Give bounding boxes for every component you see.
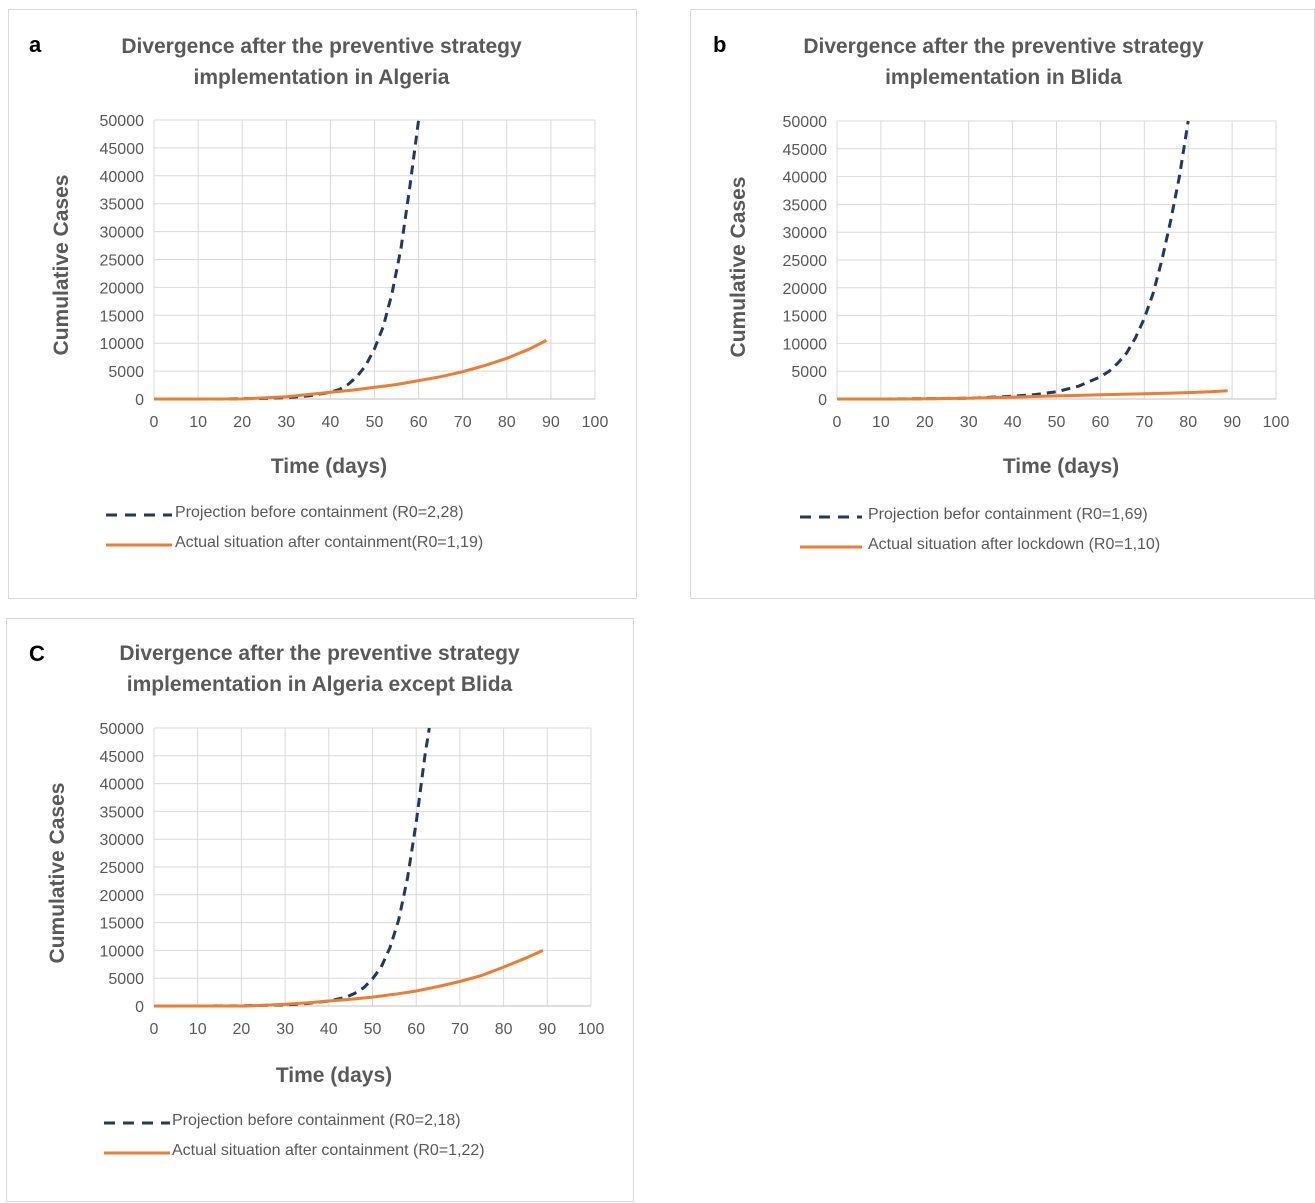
y-tick-label-b: 40000 bbox=[783, 170, 828, 187]
actual-series-line-b bbox=[837, 389, 1228, 401]
y-tick-label-b: 50000 bbox=[783, 114, 828, 131]
x-tick-label-c: 10 bbox=[189, 1021, 207, 1038]
chart-title-b: Divergence after the preventive strategy… bbox=[731, 31, 1276, 93]
x-axis-label-b: Time (days) bbox=[1002, 455, 1120, 478]
legend-label-b-projection: Projection befor containment (R0=1,69) bbox=[868, 506, 1148, 523]
y-tick-label-b: 35000 bbox=[783, 197, 828, 214]
y-tick-label-a: 30000 bbox=[100, 225, 145, 242]
x-tick-label-b: 90 bbox=[1223, 414, 1241, 431]
x-tick-label-a: 70 bbox=[454, 414, 472, 431]
x-tick-label-b: 80 bbox=[1179, 414, 1197, 431]
y-tick-label-b: 5000 bbox=[791, 364, 827, 381]
projection-series-line-c bbox=[154, 727, 431, 1008]
y-tick-label-b: 20000 bbox=[783, 281, 828, 298]
x-tick-label-c: 90 bbox=[538, 1021, 556, 1038]
y-tick-label-a: 10000 bbox=[100, 336, 145, 353]
x-tick-label-b: 30 bbox=[960, 414, 978, 431]
y-tick-label-a: 45000 bbox=[100, 141, 145, 158]
legend-label-c-actual: Actual situation after containment (R0=1… bbox=[172, 1142, 485, 1159]
x-tick-label-c: 50 bbox=[364, 1021, 382, 1038]
x-tick-label-c: 30 bbox=[276, 1021, 294, 1038]
legend-label-a-projection: Projection before containment (R0=2,28) bbox=[175, 504, 464, 521]
actual-series-line-c bbox=[154, 949, 544, 1008]
x-tick-label-a: 60 bbox=[410, 414, 428, 431]
y-tick-label-b: 25000 bbox=[783, 253, 828, 270]
x-tick-label-c: 70 bbox=[451, 1021, 469, 1038]
legend-label-c-projection: Projection before containment (R0=2,18) bbox=[172, 1112, 461, 1129]
x-tick-label-c: 80 bbox=[495, 1021, 513, 1038]
x-tick-label-c: 0 bbox=[150, 1021, 159, 1038]
y-tick-label-a: 20000 bbox=[100, 280, 145, 297]
chart-title-a: Divergence after the preventive strategy… bbox=[49, 31, 594, 93]
chart-title-b-line1: Divergence after the preventive strategy bbox=[803, 35, 1204, 58]
y-tick-label-c: 40000 bbox=[100, 777, 145, 794]
x-tick-label-a: 100 bbox=[582, 414, 609, 431]
x-tick-label-b: 70 bbox=[1135, 414, 1153, 431]
actual-series-line-a bbox=[154, 339, 548, 401]
y-tick-label-b: 0 bbox=[818, 392, 827, 409]
chart-title-a-line2: implementation in Algeria bbox=[193, 66, 450, 89]
x-tick-label-b: 0 bbox=[833, 414, 842, 431]
x-tick-label-a: 50 bbox=[366, 414, 384, 431]
line-chart-b: 0 10 20 30 40 50 60 70 80 90 100 0 5000 10000 15000 200… bbox=[783, 114, 1290, 549]
x-tick-label-c: 40 bbox=[320, 1021, 338, 1038]
x-tick-label-a: 30 bbox=[277, 414, 295, 431]
chart-panel-c: C Divergence after the preventive strate… bbox=[6, 618, 634, 1202]
chart-title-c: Divergence after the preventive strategy… bbox=[47, 638, 592, 700]
y-tick-label-a: 50000 bbox=[100, 113, 145, 130]
panel-label-b: b bbox=[713, 32, 727, 57]
y-tick-label-b: 45000 bbox=[783, 142, 828, 159]
x-tick-label-b: 50 bbox=[1048, 414, 1066, 431]
y-tick-label-a: 25000 bbox=[100, 253, 145, 270]
y-tick-label-c: 0 bbox=[135, 999, 144, 1016]
line-chart-c: 0 10 20 30 40 50 60 70 80 90 100 0 5000 10000 15000 200… bbox=[100, 721, 605, 1155]
y-tick-label-c: 50000 bbox=[100, 721, 145, 738]
legend-label-a-actual: Actual situation after containment(R0=1,… bbox=[175, 534, 484, 551]
y-tick-label-b: 10000 bbox=[783, 336, 828, 353]
chart-title-c-line1: Divergence after the preventive strategy bbox=[119, 642, 520, 665]
x-tick-label-a: 0 bbox=[150, 414, 159, 431]
chart-title-b-line2: implementation in Blida bbox=[885, 66, 1122, 89]
x-axis-label-a: Time (days) bbox=[270, 455, 388, 478]
chart-panel-b: b Divergence after the preventive strate… bbox=[690, 9, 1315, 599]
x-tick-label-c: 20 bbox=[233, 1021, 251, 1038]
chart-title-a-line1: Divergence after the preventive strategy bbox=[121, 35, 522, 58]
y-tick-label-b: 15000 bbox=[783, 309, 828, 326]
x-tick-label-a: 80 bbox=[498, 414, 516, 431]
y-tick-label-a: 40000 bbox=[100, 169, 145, 186]
y-tick-label-c: 20000 bbox=[100, 888, 145, 905]
y-tick-label-a: 0 bbox=[135, 392, 144, 409]
y-tick-label-c: 25000 bbox=[100, 860, 145, 877]
x-tick-label-c: 100 bbox=[578, 1021, 605, 1038]
x-tick-label-a: 90 bbox=[542, 414, 560, 431]
panel-label-c: C bbox=[29, 641, 45, 666]
legend-label-b-actual: Actual situation after lockdown (R0=1,10… bbox=[868, 536, 1161, 553]
x-tick-label-b: 60 bbox=[1092, 414, 1110, 431]
x-tick-label-b: 100 bbox=[1263, 414, 1290, 431]
y-tick-label-c: 35000 bbox=[100, 804, 145, 821]
x-tick-label-a: 10 bbox=[189, 414, 207, 431]
x-tick-label-a: 40 bbox=[322, 414, 340, 431]
chart-panel-a: a Divergence after the preventive strate… bbox=[8, 9, 637, 599]
x-tick-label-c: 60 bbox=[407, 1021, 425, 1038]
y-tick-label-a: 15000 bbox=[100, 308, 145, 325]
chart-title-c-line2: implementation in Algeria except Blida bbox=[126, 673, 513, 696]
y-tick-label-c: 10000 bbox=[100, 943, 145, 960]
x-tick-label-b: 20 bbox=[916, 414, 934, 431]
y-tick-label-c: 45000 bbox=[100, 749, 145, 766]
y-tick-label-a: 5000 bbox=[108, 364, 144, 381]
y-tick-label-b: 30000 bbox=[783, 225, 828, 242]
y-tick-label-c: 15000 bbox=[100, 916, 145, 933]
panel-label-a: a bbox=[29, 32, 42, 57]
line-chart-a: 0 10 20 30 40 50 60 70 80 90 100 0 5000 10000 15000 200… bbox=[100, 113, 609, 547]
x-tick-label-b: 10 bbox=[872, 414, 890, 431]
x-tick-label-a: 20 bbox=[233, 414, 251, 431]
y-tick-label-c: 5000 bbox=[108, 971, 144, 988]
x-axis-label-c: Time (days) bbox=[275, 1064, 393, 1087]
x-tick-label-b: 40 bbox=[1004, 414, 1022, 431]
y-tick-label-a: 35000 bbox=[100, 197, 145, 214]
y-tick-label-c: 30000 bbox=[100, 832, 145, 849]
